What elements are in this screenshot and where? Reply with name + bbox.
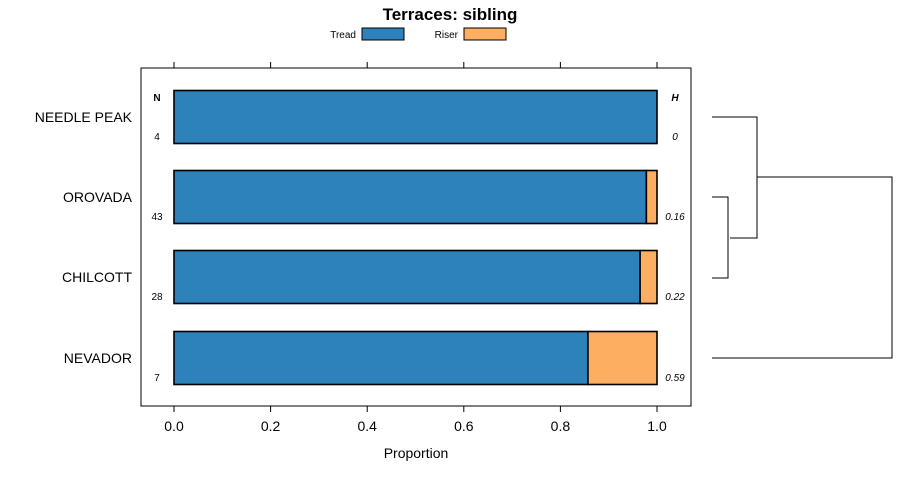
x-axis: 0.0 0.2 0.4 0.6 0.8 1.0 bbox=[164, 62, 667, 434]
h-value-nevador: 0.59 bbox=[665, 373, 685, 384]
bars bbox=[173, 89, 658, 386]
n-header: N bbox=[153, 93, 160, 104]
legend-swatch-riser bbox=[463, 27, 507, 41]
x-tick-label: 0.0 bbox=[164, 418, 184, 434]
bar-chilcott-tread bbox=[173, 249, 641, 305]
x-tick-label: 0.8 bbox=[551, 418, 571, 434]
category-labels: NEEDLE PEAK 4 0 OROVADA 43 0.16 CHILCOTT 28 0.22… bbox=[35, 109, 685, 384]
bar-needle-peak-tread bbox=[173, 89, 658, 145]
x-tick-label: 0.6 bbox=[454, 418, 474, 434]
dendrogram-branch-orovada-chilcott bbox=[712, 196, 729, 279]
n-value-nevador: 7 bbox=[154, 373, 160, 384]
h-value-needle-peak: 0 bbox=[672, 132, 678, 143]
chart-title: Terraces: sibling bbox=[383, 5, 518, 24]
plot-frame bbox=[140, 67, 692, 407]
bar-orovada-tread bbox=[173, 169, 648, 225]
category-label-chilcott: CHILCOTT bbox=[62, 269, 132, 285]
h-value-chilcott: 0.22 bbox=[665, 292, 685, 303]
h-value-orovada: 0.16 bbox=[665, 212, 685, 223]
dendrogram-branch-needle-peak bbox=[712, 116, 758, 239]
bar-nevador-riser bbox=[587, 330, 658, 386]
dendrogram bbox=[712, 116, 893, 359]
x-tick-label: 0.4 bbox=[357, 418, 377, 434]
x-tick-label: 1.0 bbox=[647, 418, 667, 434]
h-header: H bbox=[671, 93, 679, 104]
category-label-nevador: NEVADOR bbox=[64, 350, 132, 366]
legend-label-tread: Tread bbox=[330, 30, 356, 41]
category-label-needle-peak: NEEDLE PEAK bbox=[35, 109, 133, 125]
category-label-orovada: OROVADA bbox=[63, 189, 133, 205]
bar-orovada-riser bbox=[645, 169, 658, 225]
bar-nevador-tread bbox=[173, 330, 589, 386]
legend-label-riser: Riser bbox=[435, 30, 459, 41]
legend-swatch-tread bbox=[361, 27, 405, 41]
n-value-chilcott: 28 bbox=[151, 292, 163, 303]
legend: Tread Riser bbox=[330, 27, 507, 41]
n-value-needle-peak: 4 bbox=[154, 132, 160, 143]
bar-chilcott-riser bbox=[639, 249, 658, 305]
x-tick-label: 0.2 bbox=[261, 418, 281, 434]
n-value-orovada: 43 bbox=[151, 212, 163, 223]
dendrogram-branch-nevador bbox=[712, 176, 893, 359]
x-axis-label: Proportion bbox=[384, 445, 449, 461]
